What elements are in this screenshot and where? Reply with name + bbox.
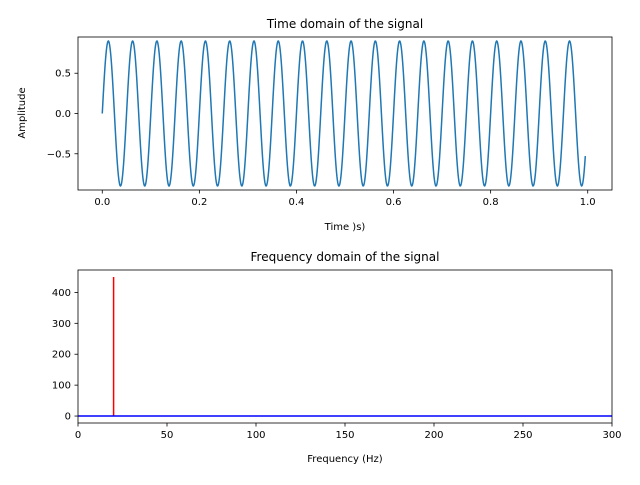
freq-chart-y-tick-label: 400 [52,288,71,299]
freq-chart-x-tick-label: 0 [75,430,81,441]
time-chart-x-tick-label: 0.8 [483,197,499,208]
time-chart-x-tick-label: 1.0 [580,197,596,208]
time-chart-x-tick-label: 0.2 [191,197,207,208]
time-chart-xlabel: Time )s) [324,222,366,233]
freq-chart-x-tick-label: 50 [161,430,174,441]
freq-chart-y-tick-label: 300 [52,319,71,330]
time-chart-x-tick-label: 0.6 [386,197,402,208]
freq-chart-x-tick-label: 200 [424,430,443,441]
time-chart-ylabel: Amplitude [17,87,28,138]
time-chart-series-line [101,39,587,188]
freq-chart-y-tick-label: 100 [52,381,71,392]
freq-chart-axes: 0 50 100 150 200 250 300 400 300 200 100 0 [52,269,622,441]
time-domain-chart: Time domain of the signal 0.0 0.2 0.4 0.6 0.… [17,17,613,233]
freq-chart-x-tick-label: 150 [335,430,354,441]
time-chart-axes: 0.0 0.2 0.4 0.6 0.8 1.0 0.5 0.0 −0.5 [47,36,613,208]
freq-chart-x-tick-label: 300 [602,430,621,441]
time-chart-title: Time domain of the signal [266,17,423,31]
freq-chart-y-tick-label: 0 [65,412,71,423]
freq-chart-y-tick-label: 200 [52,350,71,361]
freq-chart-xlabel: Frequency (Hz) [307,454,383,465]
freq-chart-series-group [78,276,612,417]
time-chart-y-tick-label: −0.5 [47,149,71,160]
time-chart-series-group [101,39,587,188]
freq-chart-title: Frequency domain of the signal [251,250,440,264]
time-chart-x-tick-label: 0.0 [94,197,110,208]
time-chart-x-tick-label: 0.4 [289,197,305,208]
freq-chart-x-tick-label: 250 [513,430,532,441]
time-chart-y-tick-label: 0.0 [55,109,71,120]
frequency-domain-chart: Frequency domain of the signal 0 50 100 150… [52,250,622,465]
freq-chart-x-tick-label: 100 [246,430,265,441]
time-chart-y-tick-label: 0.5 [55,69,71,80]
